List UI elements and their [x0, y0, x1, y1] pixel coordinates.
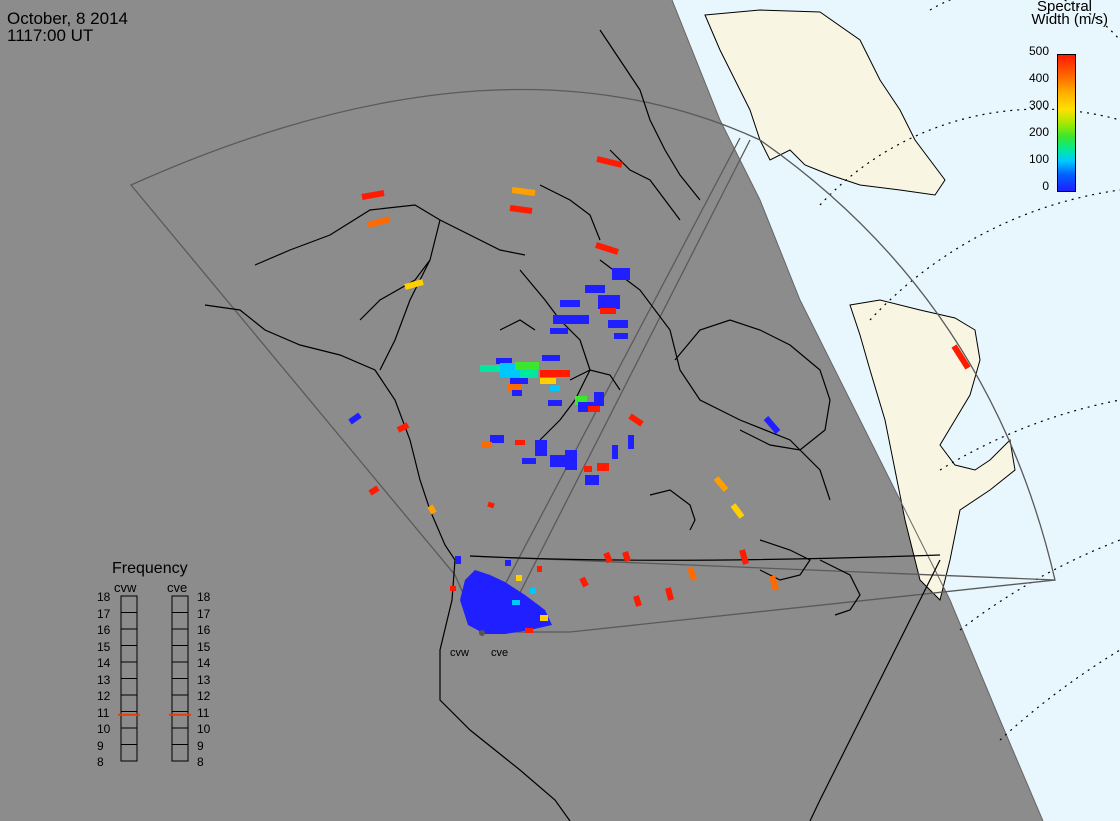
colorbar-tick-500: 500 — [1028, 44, 1049, 58]
frequency-cell — [120, 612, 138, 630]
frequency-tick-left: 16 — [97, 623, 111, 637]
frequency-cell — [120, 645, 138, 663]
frequency-tick-right: 13 — [197, 672, 211, 687]
frequency-cell — [171, 612, 189, 630]
frequency-cell — [171, 678, 189, 696]
frequency-cell — [120, 595, 138, 613]
frequency-tick-left: 13 — [97, 672, 111, 687]
time-label: 1117:00 UT — [7, 26, 94, 45]
frequency-tick-right: 14 — [197, 656, 211, 670]
colorbar-title-line2: Width (m/s) — [1031, 11, 1108, 28]
colorbar-tick-200: 200 — [1028, 125, 1049, 139]
greenland-landmass — [704, 9, 946, 196]
site-label-cve: cve — [491, 647, 509, 659]
frequency-tick-right: 10 — [197, 722, 211, 736]
colorbar-tick-100: 100 — [1028, 152, 1049, 166]
frequency-cell — [171, 661, 189, 679]
frequency-cell — [171, 595, 189, 613]
frequency-title: Frequency — [112, 560, 188, 577]
frequency-tick-right: 8 — [197, 755, 204, 769]
frequency-cell — [171, 628, 189, 646]
frequency-cell — [171, 645, 189, 663]
frequency-tick-right: 18 — [197, 590, 211, 604]
colorbar-tick-300: 300 — [1028, 98, 1049, 112]
colorbar-tick-400: 400 — [1028, 71, 1049, 85]
colorbar-title-line1: Spectral — [1036, 0, 1092, 15]
frequency-tick-right: 16 — [197, 623, 211, 637]
labrador-landmass — [849, 299, 1016, 601]
frequency-label-cve: cve — [167, 580, 188, 595]
frequency-tick-left: 18 — [97, 590, 111, 604]
spectral-width-colorbar — [1057, 54, 1076, 192]
frequency-tick-left: 9 — [97, 738, 104, 753]
frequency-tick-left: 10 — [97, 722, 111, 736]
frequency-tick-right: 17 — [197, 606, 211, 621]
frequency-tick-left: 14 — [97, 656, 111, 670]
frequency-tick-right: 9 — [197, 738, 204, 753]
date-label: October, 8 2014 — [7, 9, 128, 28]
frequency-cell — [171, 727, 189, 745]
frequency-tick-right: 11 — [197, 705, 210, 720]
site-label-cvw: cvw — [450, 647, 469, 659]
frequency-cell — [120, 628, 138, 646]
frequency-cell — [120, 727, 138, 745]
frequency-cell — [171, 694, 189, 712]
frequency-tick-left: 15 — [97, 639, 111, 654]
frequency-tick-left: 12 — [97, 689, 111, 703]
terminator-line — [671, 0, 1044, 821]
frequency-tick-right: 15 — [197, 639, 211, 654]
scatter-data — [348, 156, 971, 636]
frequency-tick-left: 17 — [97, 606, 111, 621]
frequency-cell — [120, 744, 138, 762]
frequency-cell — [120, 694, 138, 712]
frequency-tick-left: 11 — [97, 705, 110, 720]
frequency-cell — [120, 661, 138, 679]
frequency-label-cvw: cvw — [114, 580, 137, 595]
frequency-cell — [171, 744, 189, 762]
frequency-tick-right: 12 — [197, 689, 211, 703]
colorbar-tick-0: 0 — [1042, 179, 1049, 193]
frequency-cell — [120, 678, 138, 696]
fov-outline — [129, 88, 1056, 633]
frequency-tick-left: 8 — [97, 755, 104, 769]
